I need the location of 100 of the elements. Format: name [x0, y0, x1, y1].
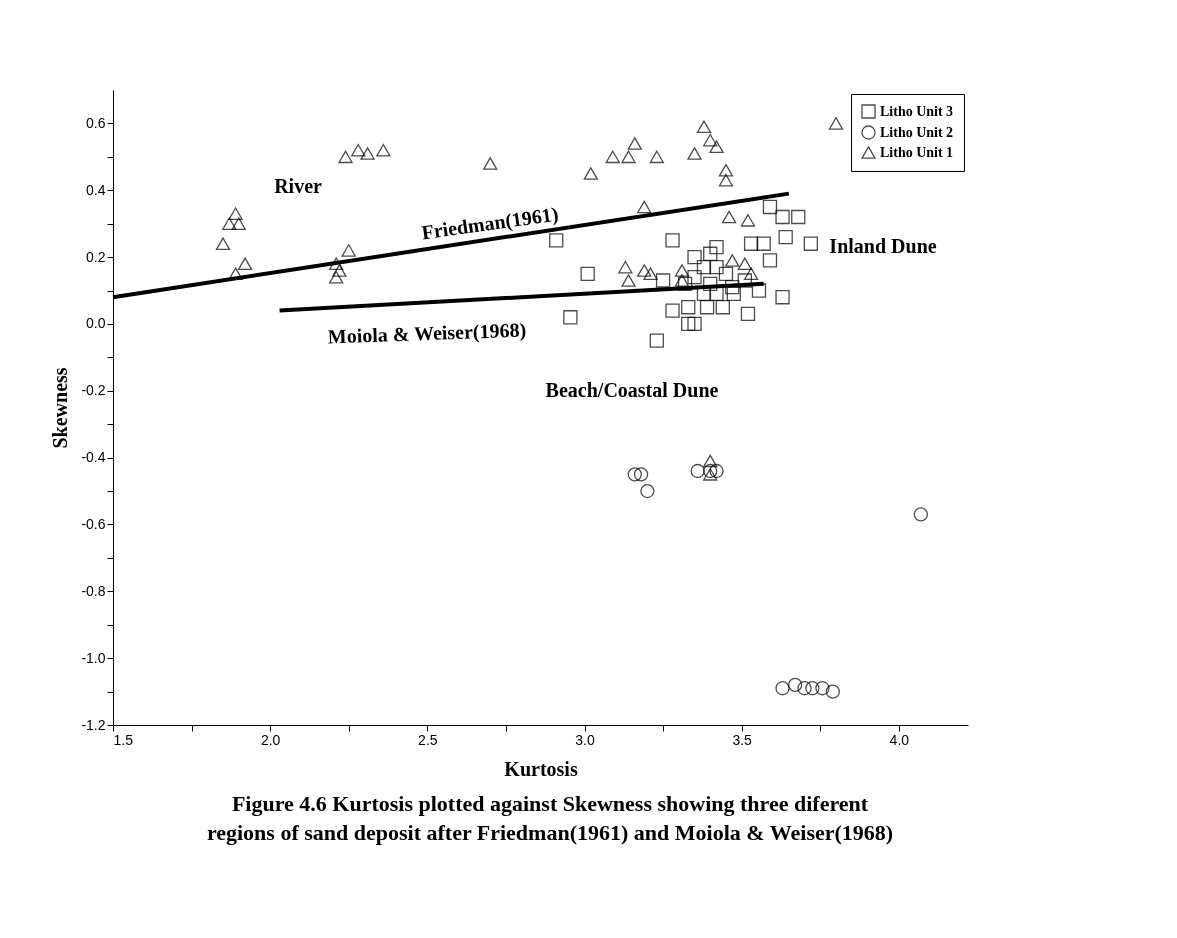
point	[687, 269, 702, 285]
legend-label: Litho Unit 1	[880, 144, 954, 160]
y-tick-label: 0.0	[86, 315, 106, 332]
annotation: Moiola & Weiser(1968)	[327, 318, 527, 349]
point	[222, 217, 237, 230]
annotation: Beach/Coastal Dune	[545, 379, 719, 401]
point	[725, 280, 740, 295]
point	[709, 140, 724, 154]
point	[703, 463, 718, 479]
annotation: River	[274, 175, 322, 197]
annotation: Inland Dune	[829, 235, 937, 257]
point	[618, 260, 633, 274]
point	[563, 310, 578, 325]
point	[775, 290, 790, 305]
point	[718, 173, 734, 187]
point	[231, 217, 246, 230]
point	[740, 306, 756, 322]
point	[756, 236, 771, 251]
point	[665, 233, 680, 248]
point	[797, 681, 812, 696]
point	[228, 207, 243, 220]
point	[483, 157, 498, 170]
x-tick-label: 1.5	[113, 731, 134, 748]
point	[329, 270, 344, 284]
point	[737, 273, 752, 288]
point	[699, 300, 715, 315]
point	[725, 254, 740, 267]
point	[228, 267, 243, 281]
point	[696, 120, 712, 134]
point	[637, 200, 652, 214]
point	[721, 210, 737, 224]
point	[338, 150, 353, 164]
point	[215, 237, 231, 251]
point	[703, 246, 718, 261]
point	[665, 303, 680, 318]
point	[376, 143, 391, 157]
x-tick-label: 2.5	[418, 731, 438, 748]
point	[709, 239, 724, 255]
y-axis-title: Skewness	[49, 367, 72, 449]
y-tick-label: -0.8	[81, 582, 106, 599]
point	[674, 264, 690, 277]
x-tick-label: 3.5	[732, 731, 753, 748]
point	[703, 276, 718, 292]
point	[674, 274, 690, 287]
point	[718, 163, 734, 177]
point	[828, 117, 844, 130]
point	[640, 483, 655, 499]
point	[649, 150, 664, 164]
point	[791, 209, 806, 225]
point	[655, 273, 671, 288]
point	[687, 316, 702, 332]
point	[815, 681, 830, 696]
point	[743, 267, 759, 281]
point	[718, 266, 734, 281]
point	[621, 150, 636, 164]
point	[687, 249, 702, 265]
point	[740, 214, 756, 227]
point	[681, 316, 696, 332]
point	[690, 463, 705, 479]
point	[621, 274, 636, 287]
point	[351, 143, 366, 157]
point	[341, 244, 356, 257]
point	[677, 276, 693, 292]
point	[329, 257, 344, 271]
point	[687, 147, 702, 160]
point	[649, 333, 664, 348]
y-tick-label: 0.4	[86, 181, 106, 198]
point	[709, 463, 724, 479]
point	[627, 467, 642, 482]
point	[580, 266, 595, 281]
y-tick-label: -1.0	[81, 649, 106, 666]
point	[805, 681, 820, 696]
point	[743, 236, 759, 251]
point	[703, 133, 718, 147]
point	[696, 259, 712, 275]
x-tick-label: 4.0	[889, 731, 910, 748]
point	[762, 199, 778, 215]
point	[703, 454, 718, 468]
point	[775, 209, 790, 225]
point	[825, 684, 840, 699]
y-tick-label: -0.2	[81, 382, 106, 399]
point	[709, 259, 724, 275]
point	[360, 147, 375, 160]
point	[787, 677, 803, 693]
point	[751, 283, 767, 298]
y-tick-label: -0.6	[81, 515, 106, 532]
point	[803, 236, 818, 251]
y-tick-label: -0.4	[81, 449, 106, 466]
point	[332, 264, 347, 277]
x-axis-title: Kurtosis	[504, 757, 578, 780]
point	[583, 167, 598, 180]
point	[703, 468, 718, 481]
point	[762, 253, 778, 268]
point	[633, 467, 649, 482]
y-tick-label: 0.6	[86, 114, 106, 131]
point	[237, 257, 253, 271]
x-tick-label: 3.0	[575, 731, 595, 748]
point	[778, 229, 793, 245]
legend-label: Litho Unit 2	[880, 124, 954, 140]
point	[913, 507, 929, 522]
